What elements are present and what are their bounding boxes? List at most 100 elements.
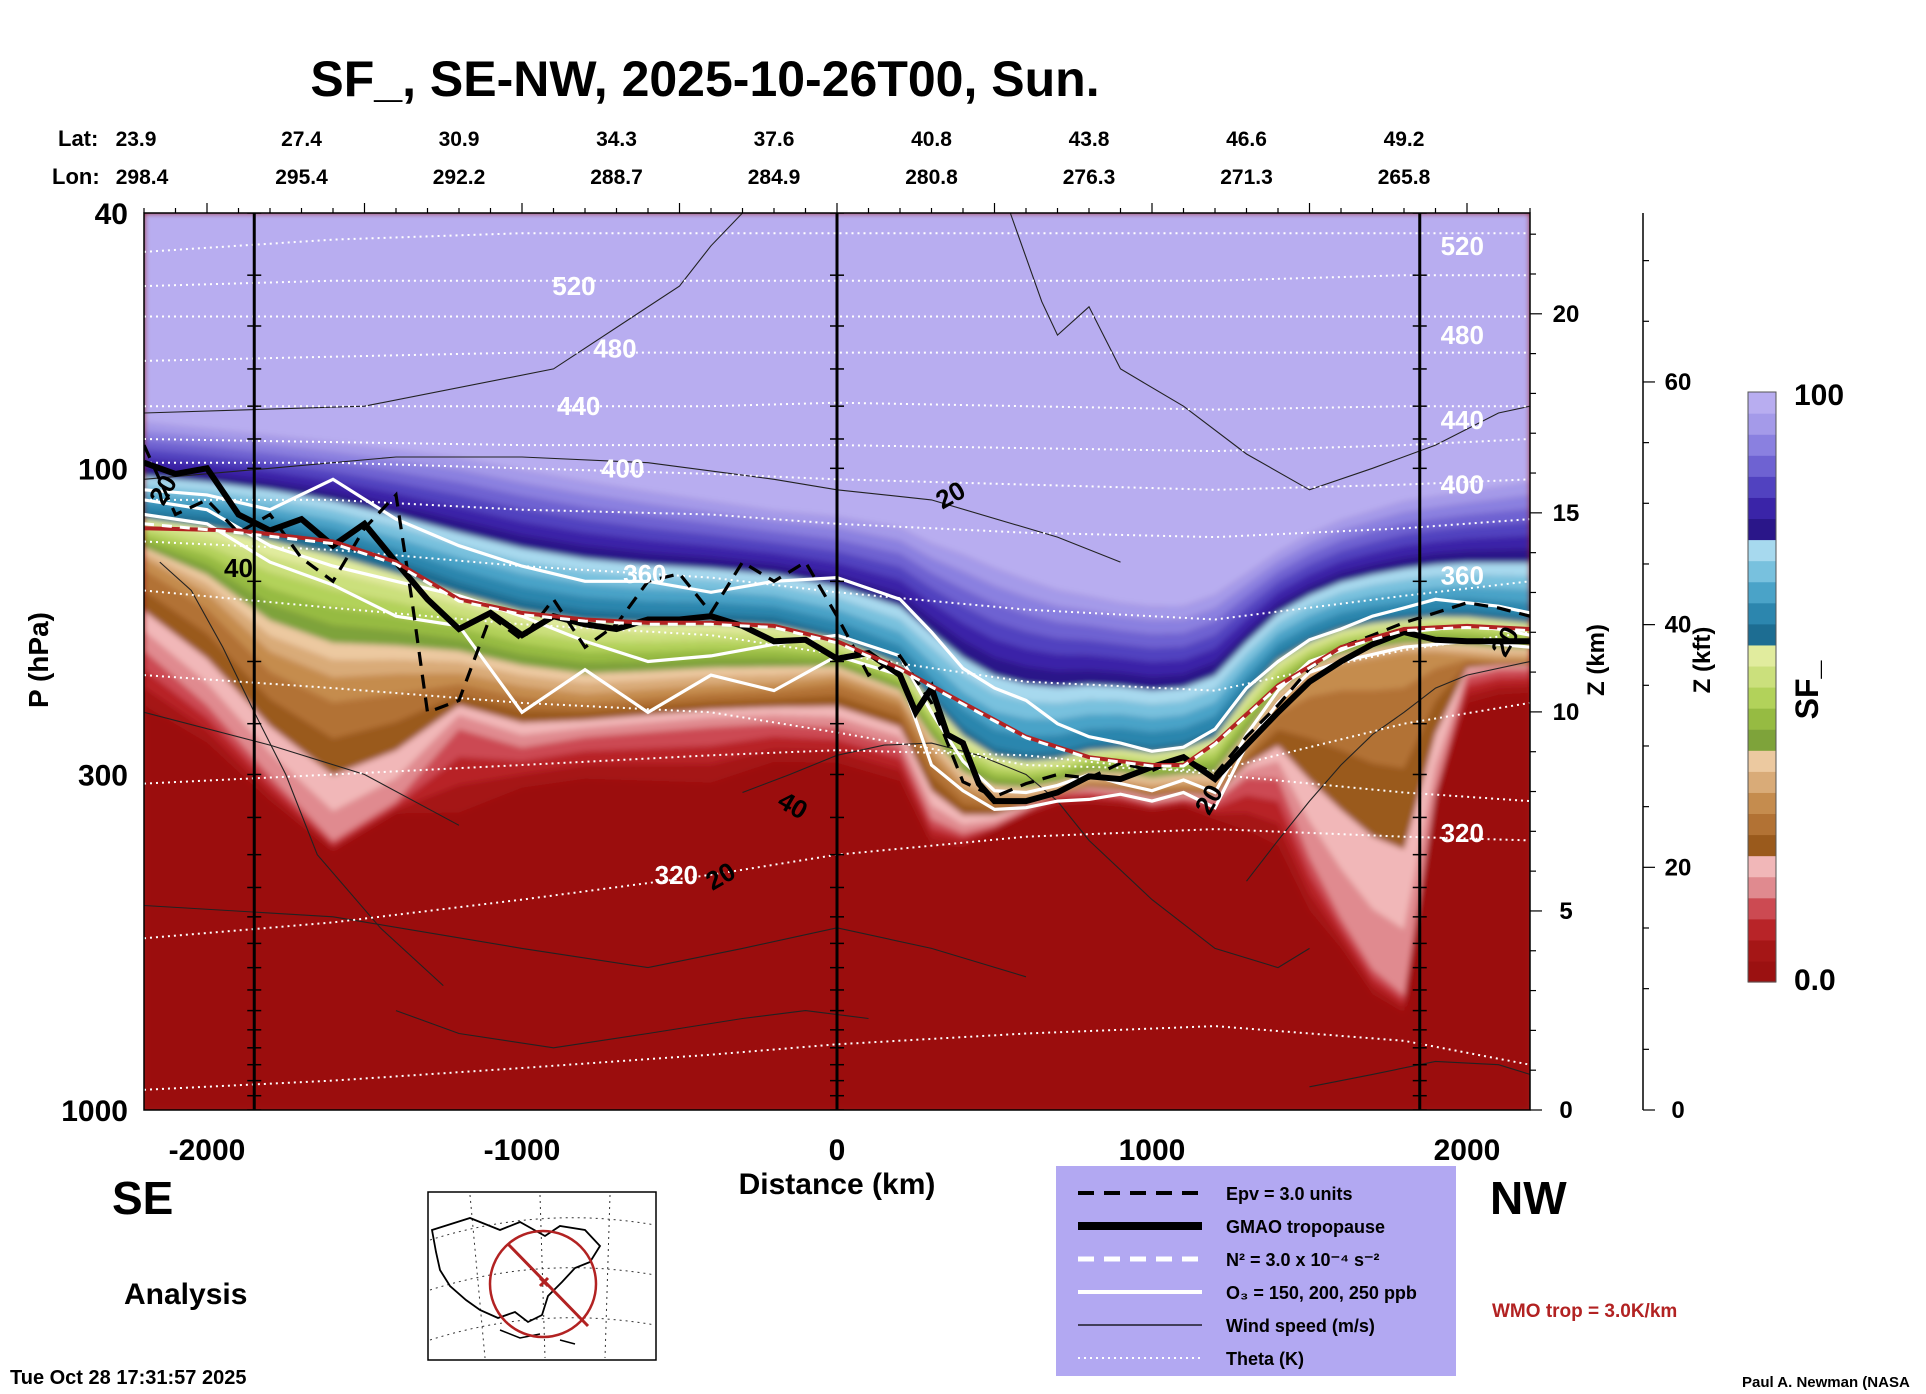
theta-line [144,1025,1530,1091]
theta-label: 320 [655,860,698,890]
lon-value: 280.8 [905,166,958,189]
colorbar-swatch [1748,939,1776,962]
sf-band [144,590,1530,850]
y-tick-label: 300 [78,759,128,792]
lat-value: 43.8 [1069,128,1110,151]
analysis-label: Analysis [124,1278,247,1311]
date-stamp: Tue Oct 28 17:31:57 2025 [10,1367,246,1389]
legend-item-label: Epv = 3.0 units [1226,1184,1353,1204]
colorbar-swatch [1748,434,1776,456]
theta-label: 400 [1441,470,1484,500]
lon-header-label: Lon: [52,164,100,189]
colorbar-frame [1747,391,1777,983]
wind-speed-line [144,213,743,414]
lat-value: 40.8 [911,128,952,151]
sf-band [144,610,1530,930]
z-kft-tick-label: 40 [1665,612,1692,639]
colorbar-swatch [1748,455,1776,477]
y-axis-pressure: 40 100 300 1000 [61,198,128,1128]
wind-speed-line [395,1010,869,1049]
lat-value: 27.4 [281,128,322,151]
lat-value: 30.9 [439,128,480,151]
theta-label: 400 [601,453,644,483]
x-axis: -2000 -1000 0 1000 2000 [143,203,1531,1167]
lon-value: 295.4 [275,166,328,189]
contour-labels: 5204804404003603205204804404003603202040… [144,231,1525,897]
theta-label: 440 [1441,405,1484,435]
lon-value: 298.4 [116,166,169,189]
tropopause-profiles [144,444,1530,812]
sf-band [144,631,1530,996]
z-km-tick-label: 20 [1553,301,1580,328]
ozone-contour [144,512,1530,812]
y-axis-label: P (hPa) [23,612,54,708]
wind-speed-line [1246,660,1530,882]
x-tick-label: 2000 [1434,1134,1501,1167]
se-direction-label: SE [112,1172,173,1224]
z-kft-axis: 0 20 40 60 [1642,213,1692,1124]
theta-label: 360 [1441,561,1484,591]
colorbar-swatch [1748,687,1776,709]
lat-value: 37.6 [754,128,795,151]
theta-label: 520 [1441,231,1484,261]
lon-value: 288.7 [590,166,643,189]
x-axis-label: Distance (km) [739,1168,936,1201]
wind-speed-contours [144,213,1530,1088]
x-tick-label: -1000 [484,1134,561,1167]
colorbar-swatch [1748,665,1776,688]
theta-line [144,351,1530,362]
colorbar-swatch [1748,623,1776,646]
theta-label: 480 [593,333,636,363]
colorbar-swatch [1748,602,1776,625]
colorbar-swatch [1748,729,1776,751]
wmo-trop-label: WMO trop = 3.0K/km [1492,1301,1677,1322]
z-km-tick-label: 0 [1559,1097,1572,1124]
colorbar-swatch [1748,476,1776,498]
colorbar-swatch [1748,413,1776,435]
x-tick-label: 0 [829,1134,846,1167]
legend-item-label: O₃ = 150, 200, 250 ppb [1226,1283,1417,1303]
z-kft-tick-label: 0 [1671,1097,1684,1124]
theta-label: 520 [552,271,595,301]
inset-map [427,1191,657,1361]
z-kft-tick-label: 20 [1665,854,1692,881]
lat-value: 23.9 [116,128,157,151]
y-tick-label: 40 [95,198,128,231]
colorbar-swatch [1748,539,1776,562]
lat-value: 34.3 [596,128,637,151]
nw-direction-label: NW [1490,1172,1567,1224]
theta-label: 360 [623,559,666,589]
legend-background [1056,1166,1456,1376]
wind-speed-line [144,904,1027,978]
theta-label: 320 [1441,818,1484,848]
x-tick-label: 1000 [1119,1134,1186,1167]
lon-value: 276.3 [1063,166,1116,189]
z-km-tick-label: 15 [1553,500,1580,527]
colorbar-swatch [1748,644,1776,667]
wind-speed-line [144,711,460,826]
y-tick-label: 100 [78,453,128,486]
z-kft-axis-label: Z (kft) [1689,627,1716,694]
y-tick-label: 1000 [61,1095,128,1128]
theta-line [144,274,1530,288]
z-km-tick-label: 5 [1559,898,1572,925]
z-km-axis: 0 5 10 15 20 [1530,233,1580,1124]
colorbar-swatch [1748,792,1776,815]
colorbar-swatch [1748,834,1776,857]
colorbar-swatch [1748,560,1776,583]
lon-value: 265.8 [1378,166,1431,189]
legend-item-label: Wind speed (m/s) [1226,1316,1375,1336]
colorbar-swatch [1748,813,1776,836]
colorbar-swatch [1748,392,1776,414]
theta-line [144,540,1530,621]
wind-speed-line [1009,213,1530,491]
theta-line [144,438,1530,453]
colorbar-min-label: 0.0 [1794,964,1836,997]
lon-value: 284.9 [748,166,801,189]
epv-line [144,444,1530,799]
lat-lon-axis: 23.9 298.4 27.4 295.4 30.9 292.2 34.3 288.7 37.6… [116,128,1431,189]
wind-speed-line [1309,1060,1530,1088]
colorbar-swatch [1748,518,1776,541]
colorbar-swatch [1748,771,1776,793]
